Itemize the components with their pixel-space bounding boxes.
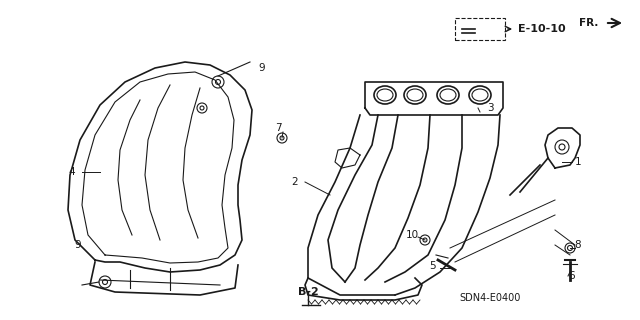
Text: 4: 4 xyxy=(68,167,76,177)
Text: FR.: FR. xyxy=(579,18,598,28)
Text: 8: 8 xyxy=(575,240,581,250)
FancyBboxPatch shape xyxy=(455,18,505,40)
Text: 7: 7 xyxy=(275,123,282,133)
Text: 9: 9 xyxy=(259,63,266,73)
Text: 10: 10 xyxy=(405,230,419,240)
Text: 6: 6 xyxy=(569,271,575,281)
Text: 1: 1 xyxy=(575,157,581,167)
Text: 9: 9 xyxy=(75,240,81,250)
Text: 5: 5 xyxy=(429,261,435,271)
Text: 3: 3 xyxy=(486,103,493,113)
Text: E-10-10: E-10-10 xyxy=(518,24,566,34)
Text: SDN4-E0400: SDN4-E0400 xyxy=(460,293,521,303)
Text: B-2: B-2 xyxy=(298,287,318,297)
Text: 2: 2 xyxy=(292,177,298,187)
